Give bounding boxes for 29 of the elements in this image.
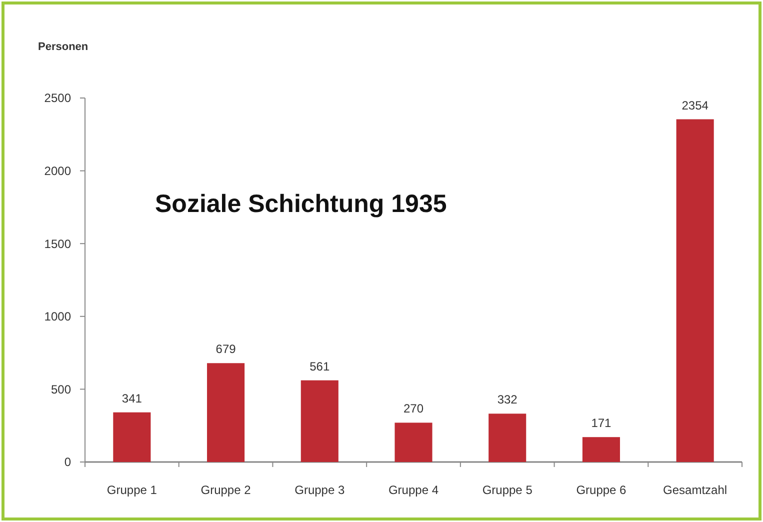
- y-axis-title: Personen: [38, 41, 88, 53]
- x-tick-label: Gruppe 5: [482, 483, 533, 497]
- text: Soziale Schichtung 1935: [155, 190, 447, 218]
- data-label: 679: [216, 342, 236, 356]
- y-tick-label: 1500: [44, 236, 72, 251]
- data-label: 332: [497, 392, 518, 407]
- bar: [300, 380, 338, 462]
- x-tick-label: Gruppe 3: [294, 483, 345, 497]
- data-label: 171: [591, 416, 612, 430]
- bar: [582, 437, 620, 462]
- data-label: 270: [403, 402, 424, 416]
- data-label: 2354: [682, 98, 709, 112]
- bar: [207, 363, 245, 462]
- bar: [488, 414, 526, 462]
- y-tick-label: 2500: [44, 91, 72, 106]
- x-tick-label: Gruppe 4: [388, 483, 439, 497]
- x-tick-label: Gruppe 6: [576, 483, 627, 497]
- y-tick-label: 0: [64, 455, 72, 470]
- y-tick-label: 1000: [44, 310, 72, 324]
- bar: [113, 412, 151, 462]
- x-tick-label: Gesamtzahl: [663, 483, 728, 497]
- bar: [676, 119, 714, 462]
- bar: [394, 422, 432, 462]
- x-tick-label: Gruppe 1: [106, 483, 158, 497]
- data-label: 561: [310, 359, 330, 374]
- y-tick-label: 500: [50, 382, 72, 396]
- data-label: 341: [122, 391, 142, 406]
- y-tick-label: 2000: [44, 164, 72, 178]
- x-tick-label: Gruppe 2: [200, 483, 252, 497]
